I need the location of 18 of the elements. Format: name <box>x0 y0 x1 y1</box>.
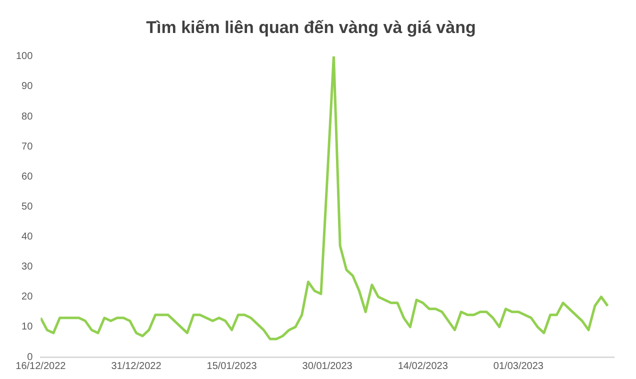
x-tick-label: 16/12/2022 <box>16 360 66 372</box>
y-tick-label: 60 <box>22 171 34 182</box>
x-tick-label: 30/01/2023 <box>302 360 353 372</box>
y-tick-label: 40 <box>22 232 34 243</box>
x-tick-label: 01/03/2023 <box>493 360 544 372</box>
x-tick-label: 31/12/2022 <box>111 360 162 372</box>
chart-title: Tìm kiếm liên quan đến vàng và giá vàng <box>146 18 476 37</box>
y-tick-label: 10 <box>22 322 34 333</box>
y-tick-label: 50 <box>22 201 34 212</box>
y-tick-label: 100 <box>16 51 34 62</box>
y-tick-label: 30 <box>22 262 34 273</box>
y-tick-label: 70 <box>22 141 34 152</box>
x-tick-label: 14/02/2023 <box>398 360 448 372</box>
y-tick-label: 80 <box>22 111 34 122</box>
y-tick-label: 0 <box>27 352 34 363</box>
y-tick-label: 90 <box>22 81 34 92</box>
x-tick-label: 15/01/2023 <box>206 360 258 372</box>
y-tick-label: 20 <box>22 292 34 303</box>
